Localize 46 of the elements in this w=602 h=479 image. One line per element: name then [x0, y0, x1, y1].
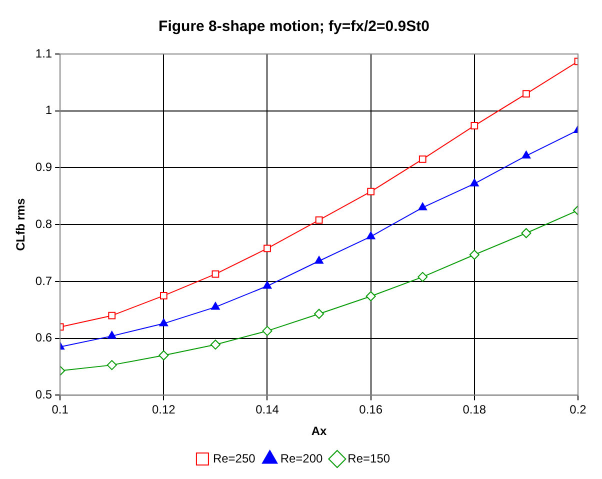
point	[366, 232, 376, 240]
y-tick-label: 0.6	[35, 330, 52, 345]
point	[315, 216, 323, 224]
point	[470, 178, 479, 186]
x-tick-label: 0.2	[570, 402, 587, 417]
point	[108, 312, 116, 320]
point	[469, 250, 480, 260]
point	[264, 244, 271, 252]
point	[418, 156, 426, 163]
point	[366, 291, 376, 302]
point	[522, 150, 531, 159]
x-tick-label: 0.16	[359, 402, 383, 417]
point	[470, 122, 478, 130]
point	[160, 292, 168, 300]
point	[314, 308, 324, 319]
x-tick-label: 0.12	[152, 402, 176, 417]
y-axis-title: CLfb rms	[14, 198, 28, 251]
point	[418, 202, 428, 210]
point	[314, 256, 324, 264]
point	[210, 340, 220, 350]
y-tick-label: 0.5	[35, 388, 52, 402]
point	[212, 270, 220, 278]
point	[522, 90, 530, 98]
point	[211, 302, 220, 310]
y-tick-label: 0.9	[35, 160, 52, 174]
legend-label: Re=200	[280, 451, 324, 466]
point	[367, 188, 375, 196]
x-axis-title: Ax	[311, 424, 328, 438]
y-tick-label: 0.7	[35, 274, 52, 288]
point	[107, 331, 116, 339]
point	[418, 272, 428, 282]
x-tick-label: 0.18	[462, 402, 486, 417]
y-tick-label: 1.1	[35, 46, 52, 60]
x-tick-label: 0.1	[52, 402, 69, 417]
point	[262, 326, 272, 336]
point	[521, 228, 532, 238]
point	[159, 318, 168, 326]
legend-label: Re=250	[212, 451, 256, 466]
point	[262, 281, 272, 289]
y-tick-label: 1	[45, 103, 52, 118]
legend-label: Re=150	[348, 451, 390, 466]
y-tick-label: 0.8	[35, 216, 52, 231]
point	[106, 360, 117, 370]
point	[158, 350, 169, 360]
chart-title: Figure 8-shape motion; fy=fx/2=0.9St0	[158, 18, 430, 36]
x-tick-label: 0.14	[256, 402, 280, 417]
